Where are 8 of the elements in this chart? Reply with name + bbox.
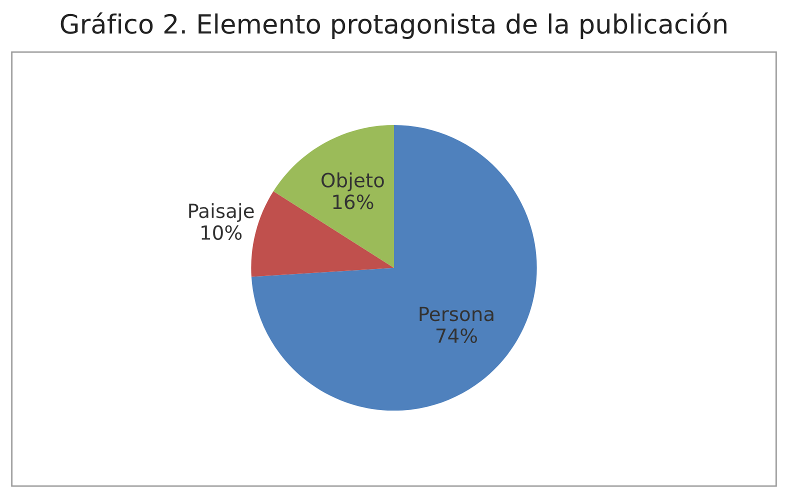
pie-slice	[273, 124, 394, 268]
slice-label: Paisaje	[189, 203, 254, 222]
data-label: 16%	[333, 194, 374, 210]
data-label: 10%	[202, 225, 242, 240]
slice-label: Persona	[420, 306, 494, 322]
data-label: 74%	[436, 328, 478, 344]
chart-title: Gráfico 2. Elemento protagonista de la publicación	[60, 12, 726, 39]
slice-label: Objeto	[322, 172, 384, 192]
